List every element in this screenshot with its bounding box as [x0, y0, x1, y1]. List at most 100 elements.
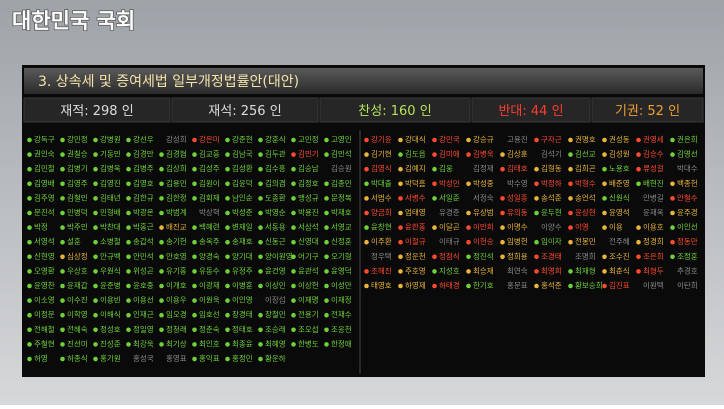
vote-dot: [192, 254, 197, 260]
member-name: 백종헌: [677, 178, 698, 188]
vote-dot: [324, 269, 329, 274]
vote-dot: [466, 239, 471, 245]
stat-value: 52: [647, 104, 664, 119]
member-name: 정태호: [232, 324, 253, 334]
member-name: 전재수: [331, 309, 352, 319]
member-name: 박용진: [298, 207, 319, 217]
member-name: 강민정: [67, 134, 88, 144]
vote-dot: [291, 269, 296, 274]
member-name: 박대출: [371, 178, 392, 188]
member-name: 임이자: [541, 236, 562, 246]
vote-dot: [466, 254, 471, 260]
vote-dot: [602, 254, 607, 260]
vote-dot: [466, 181, 471, 187]
member-name: 김의겸: [265, 178, 286, 188]
vote-dot: [324, 327, 329, 333]
member-name: 홍석준: [541, 280, 562, 290]
member-name: 이원욱: [199, 295, 220, 305]
member-name: 김승원: [331, 163, 352, 173]
vote-dot: [126, 254, 131, 260]
vote-dot: [27, 137, 32, 143]
vote-dot: [291, 298, 296, 303]
member-name: 윤재갑: [67, 281, 88, 290]
member-name: 태영호: [371, 280, 392, 290]
member-name: 양이원영: [265, 251, 293, 261]
vote-dot: [568, 152, 573, 157]
vote-dot: [93, 283, 98, 289]
member-name: 김상훈: [507, 149, 528, 159]
member-name: 구자근: [541, 135, 562, 144]
member-name: 김석기: [541, 149, 562, 159]
member-name: 전주혜: [609, 236, 630, 246]
vote-dot: [398, 181, 403, 187]
vote-dot: [258, 269, 263, 274]
vote-dot: [27, 254, 32, 260]
member-name: 김종민: [331, 178, 352, 188]
member-name: 김영주: [67, 178, 88, 188]
member-name: 홍익표: [199, 353, 220, 363]
vote-dot: [670, 239, 675, 245]
member-name: 추경호: [677, 265, 698, 275]
vote-dot: [60, 254, 65, 260]
member-name: 이양수: [541, 222, 562, 232]
vote-dot: [602, 137, 607, 143]
member-name: 이주환: [371, 236, 392, 246]
member-name: 이상민: [265, 280, 286, 290]
vote-dot: [60, 327, 65, 333]
member-name: 이인영: [232, 295, 253, 305]
member-name: 권성동: [609, 135, 630, 144]
member-name: 고용진: [507, 134, 528, 144]
member-name: 우상호: [67, 265, 88, 275]
member-name: 강득구: [34, 134, 55, 144]
vote-dot: [258, 166, 263, 172]
member-name: 김병주: [133, 163, 154, 173]
vote-dot: [93, 327, 98, 333]
member-name: 고민정: [298, 134, 319, 144]
vote-dot: [534, 269, 539, 274]
vote-dot: [258, 239, 263, 245]
vote-dot: [636, 225, 641, 230]
vote-dot: [126, 312, 131, 318]
stat-unit: 인: [668, 104, 680, 119]
vote-dot: [60, 210, 65, 216]
vote-dot: [258, 137, 263, 143]
bill-title: 3. 상속세 및 증여세법 일부개정법률안(대안): [38, 74, 299, 90]
member-name: 정진석: [473, 251, 494, 261]
vote-dot: [364, 225, 369, 230]
member-name: 김태호: [507, 163, 528, 173]
member-name: 강승규: [473, 134, 494, 144]
member-name: 유의동: [507, 207, 528, 217]
vote-dot: [534, 181, 539, 187]
member-name: 임오경: [166, 309, 187, 319]
vote-dot: [27, 181, 32, 187]
vote-dot: [568, 137, 573, 143]
member-name: 김철민: [67, 192, 88, 202]
member-name: 윤준병: [100, 281, 121, 290]
member-name: 김한규: [133, 192, 154, 202]
member-name: 진선미: [67, 338, 88, 348]
member-name: 성일종: [507, 193, 528, 202]
vote-dot: [466, 137, 471, 143]
member-name: 송옥주: [199, 237, 220, 246]
member-name: 강기윤: [371, 134, 392, 144]
member-name: 도종환: [265, 192, 286, 202]
member-name: 윤한홍: [405, 222, 426, 232]
vote-dot: [159, 283, 164, 289]
member-name: 김희곤: [575, 163, 596, 173]
vote-dot: [466, 225, 471, 230]
stats: 재적: 298 인 재석: 256 인 찬성: 160 인 반대: 44 인 기권: 5…: [23, 97, 704, 123]
vote-dot: [258, 181, 263, 187]
member-name: 송석준: [541, 192, 562, 202]
vote-dot: [568, 166, 573, 172]
member-name: 김용민: [166, 178, 187, 188]
vote-dot: [324, 254, 329, 260]
member-name: 위성곤: [133, 266, 154, 275]
vote-dot: [670, 210, 675, 216]
member-name: 엄태영: [405, 207, 426, 217]
member-name: 김원이: [199, 178, 220, 188]
member-name: 황운하: [265, 353, 286, 363]
member-name: 변재일: [232, 223, 253, 232]
member-name: 강민국: [439, 134, 460, 144]
vote-dot: [258, 283, 263, 289]
